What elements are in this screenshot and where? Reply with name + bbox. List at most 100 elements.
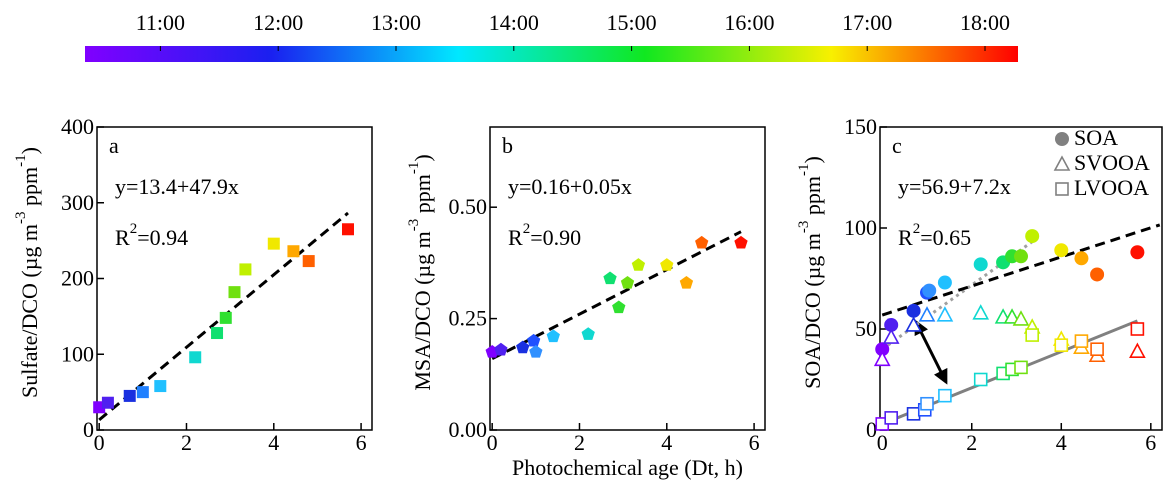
colorbar [85, 46, 1018, 62]
r2-part: R [115, 225, 130, 250]
marker-pentagon [529, 345, 543, 358]
r2-part: =0.90 [530, 225, 581, 250]
marker-triangle [873, 350, 891, 367]
x-tick-label: 6 [356, 430, 367, 455]
plot-frame [96, 126, 373, 431]
marker-square [287, 245, 300, 258]
marker-square [341, 223, 354, 236]
legend-label: SVOOA [1074, 150, 1150, 175]
marker-square [973, 372, 988, 387]
marker-square [239, 263, 252, 276]
marker-pentagon [679, 275, 694, 289]
colorbar-tick-label: 18:00 [960, 10, 1010, 35]
y-tick-label: 200 [61, 266, 94, 291]
r-squared: R2=0.65 [898, 221, 971, 250]
marker-pentagon [603, 271, 617, 285]
marker-circle [1130, 245, 1145, 260]
marker-triangle [1003, 308, 1021, 324]
fit-equation: y=56.9+7.2x [898, 174, 1011, 199]
marker-square [189, 351, 202, 364]
plot-frame [489, 126, 766, 431]
y-tick-label: 300 [61, 190, 94, 215]
r-squared: R2=0.94 [115, 221, 188, 250]
marker-square [136, 386, 149, 399]
x-tick-label: 4 [268, 430, 279, 455]
y-tick-label: 100 [61, 341, 94, 366]
colorbar-tick-label: 16:00 [724, 10, 774, 35]
y-label-sup: -3 [796, 221, 812, 234]
marker-square [1090, 342, 1104, 357]
y-tick-label: 100 [844, 215, 877, 240]
r2-sup: 2 [523, 221, 531, 237]
marker-triangle [936, 306, 954, 322]
y-tick-label: 150 [844, 114, 877, 139]
marker-square [267, 237, 280, 250]
x-tick-label: 0 [877, 430, 888, 455]
y-label-part: Sulfate/DCO (µg m [17, 224, 42, 398]
x-tick-label: 6 [749, 430, 760, 455]
y-tick-label: 0.00 [449, 417, 488, 442]
marker-pentagon [620, 275, 635, 289]
marker-circle [1090, 267, 1105, 282]
y-label-part: ) [800, 156, 825, 163]
marker-circle [906, 303, 921, 318]
colorbar-tick-label: 11:00 [136, 10, 185, 35]
x-tick-label: 2 [181, 430, 192, 455]
marker-circle [1014, 249, 1028, 264]
marker-circle [1054, 243, 1069, 258]
y-label-sup: -3 [13, 211, 29, 224]
marker-square [920, 396, 934, 411]
marker-square [123, 389, 136, 402]
y-label-sup: -1 [13, 154, 29, 167]
marker-triangle [1012, 310, 1030, 326]
marker-triangle [882, 328, 900, 344]
marker-pentagon [631, 258, 646, 271]
y-label-part: ppm [800, 176, 825, 221]
fit-equation: y=13.4+47.9x [115, 174, 239, 199]
r2-sup: 2 [913, 221, 921, 237]
marker-square [219, 311, 232, 324]
marker-pentagon [516, 340, 530, 354]
marker-triangle [918, 306, 936, 322]
colorbar-tick-label: 14:00 [489, 10, 539, 35]
r2-part: =0.65 [920, 225, 971, 250]
marker-square [302, 255, 315, 268]
marker-square [1130, 322, 1145, 336]
panel-label: c [892, 133, 902, 158]
legend-swatch [1055, 132, 1069, 146]
marker-square [101, 396, 114, 409]
marker-circle [973, 257, 988, 272]
x-tick-label: 2 [966, 430, 977, 455]
fit-line [491, 230, 742, 361]
marker-circle [922, 283, 937, 298]
marker-square [1054, 338, 1069, 352]
r2-part: =0.94 [137, 225, 188, 250]
marker-circle [875, 342, 890, 357]
y-tick-label: 50 [855, 316, 877, 341]
marker-triangle [972, 304, 990, 320]
y-label-part: ) [17, 147, 42, 154]
y-label-part: ppm [410, 174, 435, 219]
panel-label: a [109, 133, 119, 158]
fit-line [881, 223, 1161, 317]
legend-swatch [1053, 155, 1071, 171]
y-label-part: MSA/DCO (µg m [410, 231, 435, 390]
x-axis-label: Photochemical age (Dt, h) [512, 455, 743, 480]
colorbar-tick-label: 12:00 [253, 10, 303, 35]
marker-pentagon [734, 235, 748, 249]
y-tick-label: 400 [61, 114, 94, 139]
r-squared: R2=0.90 [508, 221, 581, 250]
y-label-part: ) [410, 154, 435, 161]
y-tick-label: 0 [83, 417, 94, 442]
y-label-part: ppm [17, 167, 42, 212]
x-tick-label: 6 [1145, 430, 1156, 455]
y-axis-label: SOA/DCO (µg m-3 ppm-1) [796, 156, 825, 389]
y-label-sup: -3 [406, 219, 422, 232]
marker-square [884, 411, 898, 425]
marker-square [906, 407, 921, 421]
y-axis-label: MSA/DCO (µg m-3 ppm-1) [406, 154, 435, 390]
legend-label: LVOOA [1074, 175, 1149, 200]
x-tick-label: 4 [661, 430, 672, 455]
r2-part: R [508, 225, 523, 250]
